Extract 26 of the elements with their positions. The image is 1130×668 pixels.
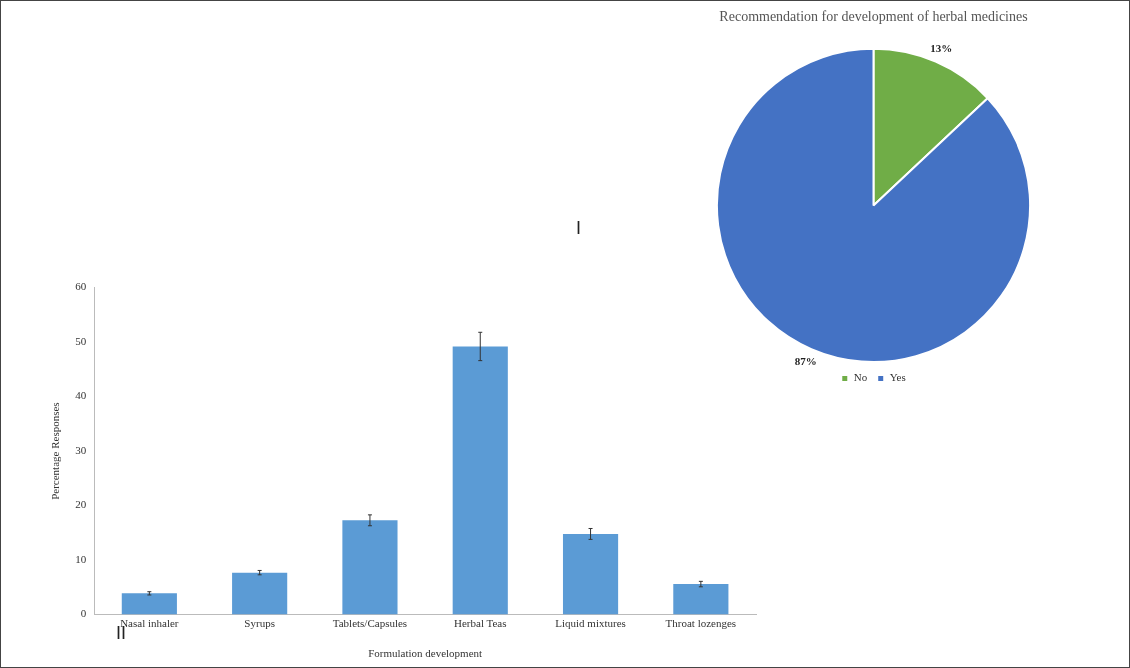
data-label: 87% (794, 354, 817, 367)
y-axis-title: Percentage Responses (49, 402, 62, 500)
x-tick-label: Syrups (244, 617, 275, 630)
legend-label: No (853, 371, 868, 384)
data-label: 13% (930, 41, 953, 54)
bar (121, 593, 177, 615)
bar (232, 572, 288, 615)
legend-label: Yes (889, 371, 906, 384)
y-tick-label: 30 (75, 443, 87, 456)
x-axis-title: Formulation development (368, 647, 483, 660)
y-tick-label: 50 (75, 334, 87, 347)
x-tick-label: Herbal Teas (454, 617, 507, 630)
y-tick-label: 60 (75, 280, 87, 293)
y-tick-label: 10 (75, 552, 87, 565)
bar (562, 533, 619, 615)
bar (673, 584, 729, 615)
x-tick-label: Liquid mixtures (555, 617, 626, 630)
text: I (576, 218, 582, 239)
y-tick-label: 40 (75, 389, 87, 402)
x-tick-label: Throat lozenges (665, 617, 737, 630)
bar (452, 346, 508, 615)
x-tick-label: Tablets/Capsules (332, 617, 408, 630)
bar (342, 520, 398, 615)
y-tick-label: 20 (75, 498, 87, 511)
chart-title: Recommendation for development of herbal medicines (719, 9, 1028, 25)
y-tick-label: 0 (80, 607, 87, 620)
